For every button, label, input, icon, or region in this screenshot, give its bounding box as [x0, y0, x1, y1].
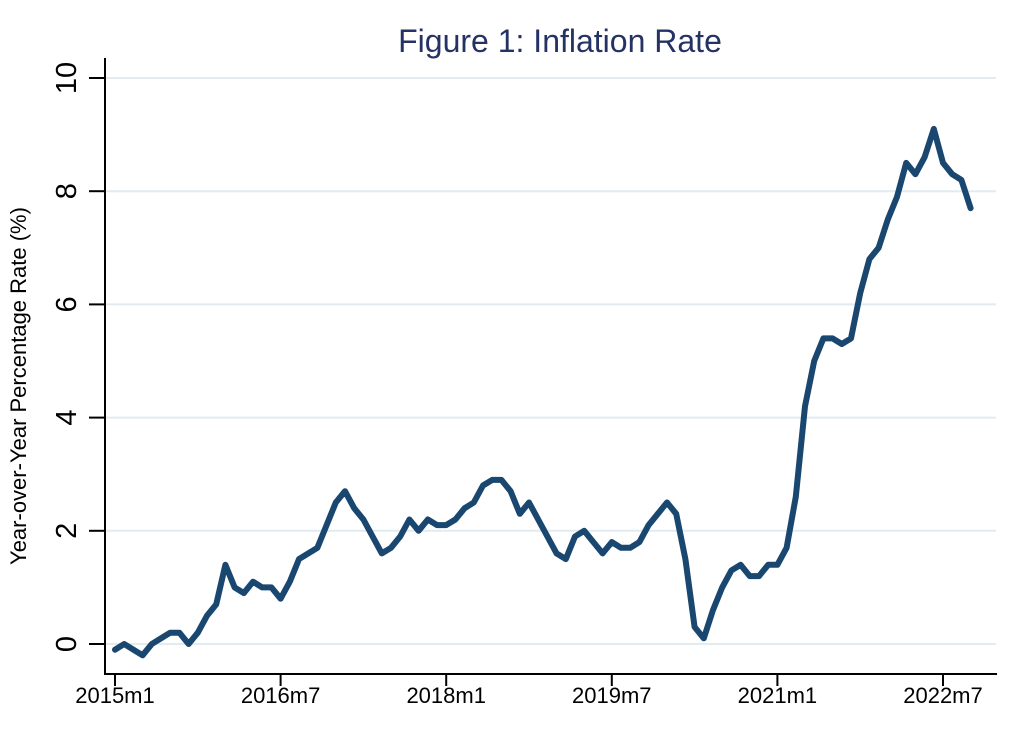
- x-tick-label: 2016m7: [241, 683, 321, 708]
- y-tick-label: 10: [51, 62, 83, 94]
- y-tick-label: 0: [51, 636, 83, 652]
- ticks-group: [89, 77, 944, 686]
- gridlines-group: [106, 77, 996, 645]
- axes-group: [104, 58, 997, 675]
- y-axis-title: Year-over-Year Percentage Rate (%): [6, 207, 31, 565]
- x-tick-label: 2015m1: [75, 683, 155, 708]
- x-tick-label: 2018m1: [406, 683, 486, 708]
- x-tick-label: 2022m7: [903, 683, 983, 708]
- tick-labels-group: 0 2 4 6 8 10 2015m1 2016m7 2018m1 2019m7 2021m1 202…: [51, 62, 983, 708]
- y-tick-label: 2: [51, 523, 83, 539]
- inflation-rate-line: [112, 125, 974, 659]
- y-tick-label: 8: [51, 183, 83, 199]
- series-group: [112, 125, 974, 659]
- y-tick-label: 4: [51, 410, 83, 426]
- x-tick-label: 2021m1: [738, 683, 818, 708]
- chart-title: Figure 1: Inflation Rate: [398, 23, 722, 59]
- y-tick-label: 6: [51, 296, 83, 312]
- x-tick-label: 2019m7: [572, 683, 652, 708]
